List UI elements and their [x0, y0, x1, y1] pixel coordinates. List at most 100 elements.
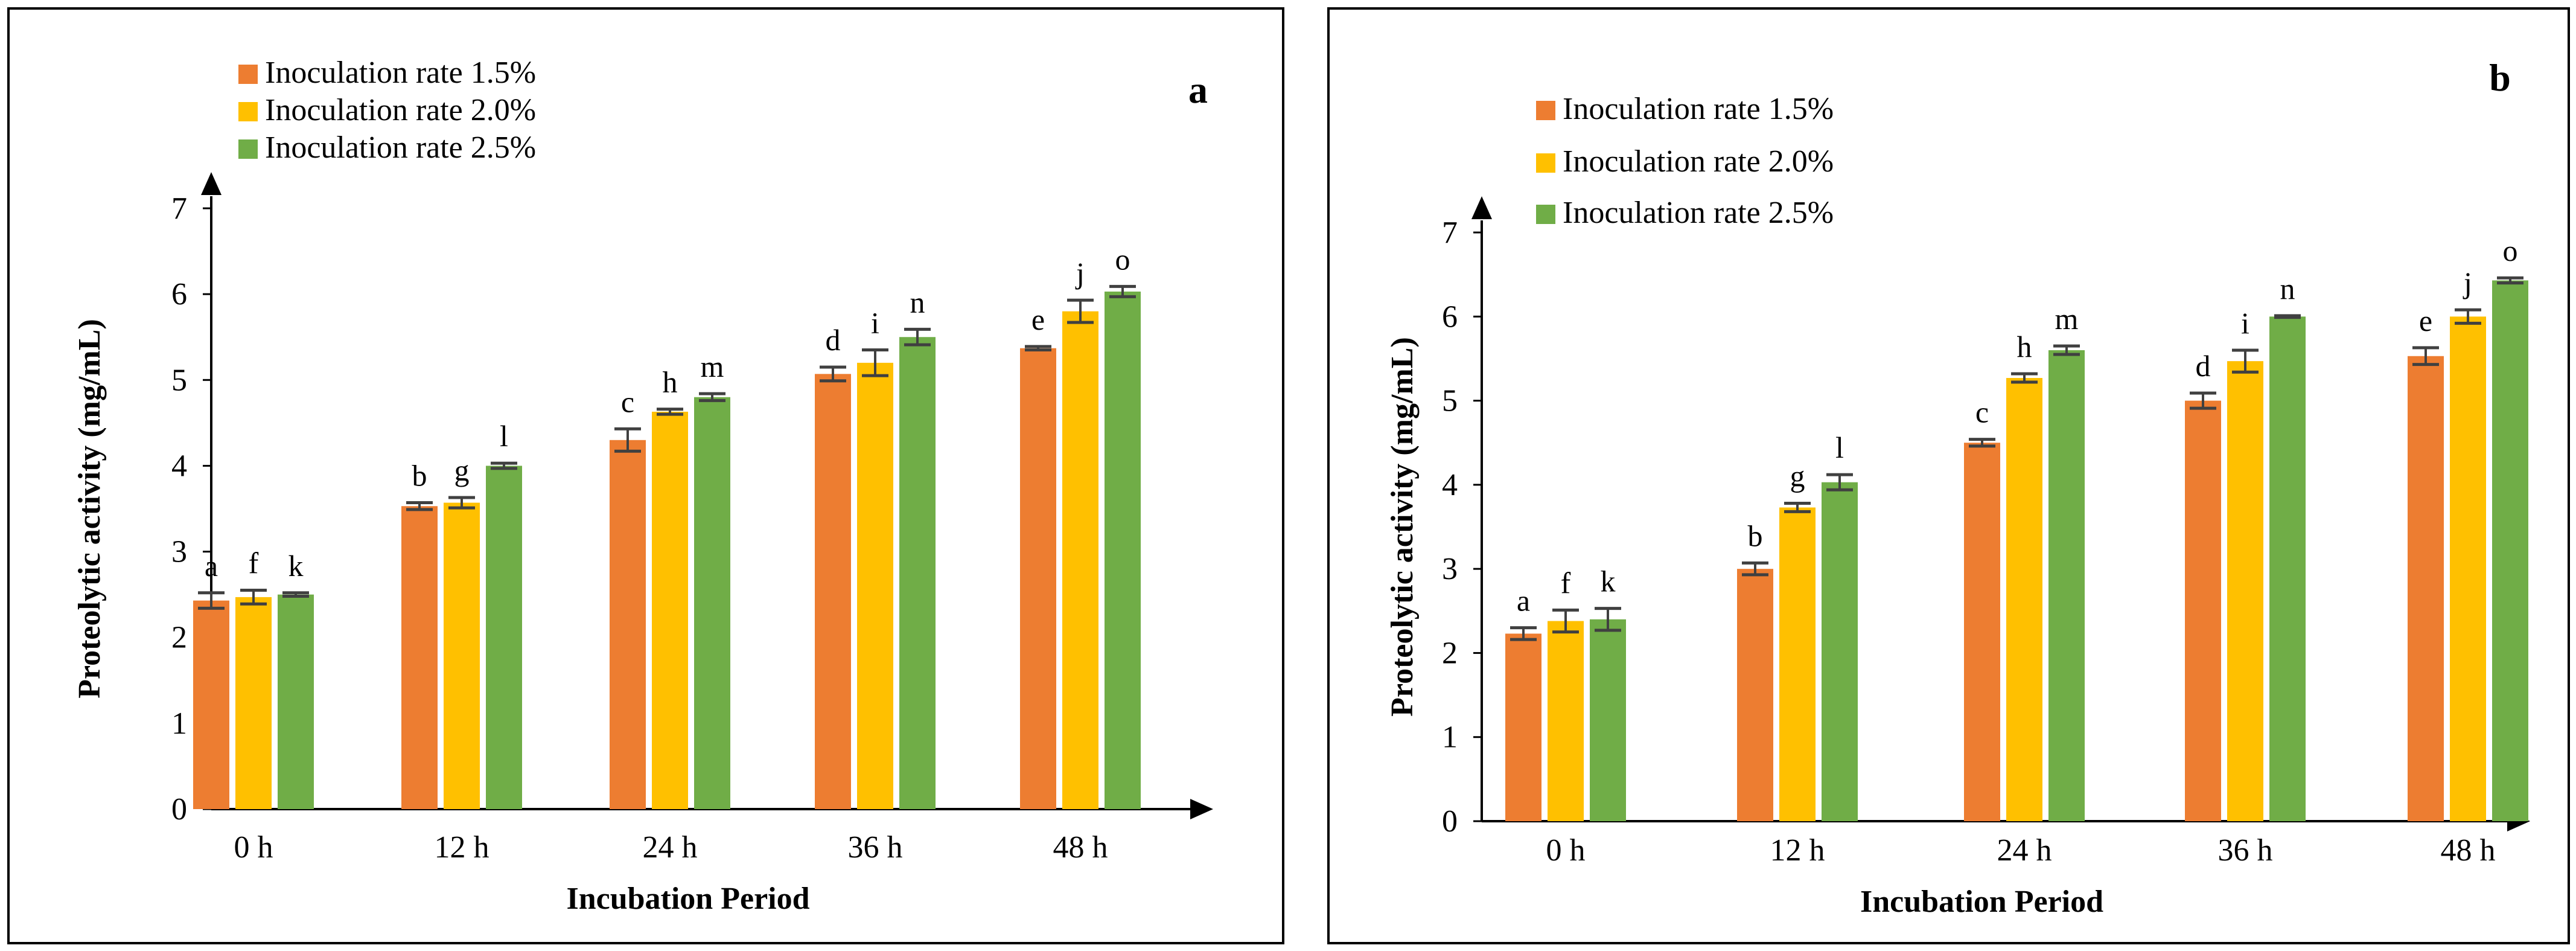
bar — [193, 600, 229, 809]
bar — [815, 374, 851, 809]
significance-letter: d — [826, 323, 841, 357]
legend-swatch — [1536, 153, 1555, 173]
bar — [1062, 311, 1098, 809]
y-tick-label: 7 — [1442, 216, 1458, 250]
bar — [2450, 316, 2486, 821]
significance-letter: h — [663, 365, 678, 399]
x-axis-title: Incubation Period — [566, 882, 809, 916]
x-tick-label: 36 h — [848, 830, 903, 865]
bar — [2408, 356, 2444, 821]
bar — [1964, 443, 2000, 821]
bar — [1548, 621, 1584, 821]
bar — [1590, 619, 1626, 821]
legend-entry: Inoculation rate 2.0% — [1563, 144, 1834, 179]
legend-entry: Inoculation rate 1.5% — [265, 56, 536, 90]
legend-entry: Inoculation rate 2.5% — [1563, 196, 1834, 230]
x-tick-label: 12 h — [435, 830, 489, 865]
significance-letter: g — [454, 453, 470, 487]
legend-swatch — [1536, 205, 1555, 224]
significance-letter: l — [500, 419, 508, 453]
significance-letter: e — [1031, 303, 1045, 336]
bar — [1505, 633, 1541, 821]
significance-letter: n — [910, 285, 925, 319]
x-axis-arrow-icon — [1190, 799, 1213, 819]
bar — [401, 506, 438, 809]
bar — [652, 411, 688, 809]
panel-label: b — [2489, 56, 2511, 99]
significance-letter: o — [1115, 242, 1130, 276]
significance-letter: h — [2017, 330, 2032, 363]
panel-label: a — [1188, 68, 1208, 111]
y-tick-label: 4 — [1442, 468, 1458, 502]
x-tick-label: 24 h — [643, 830, 698, 865]
y-tick-label: 2 — [171, 621, 187, 655]
x-axis-title: Incubation Period — [1860, 885, 2103, 919]
bar — [2269, 316, 2306, 821]
y-tick-label: 3 — [171, 535, 187, 569]
bar — [278, 594, 314, 809]
y-tick-label: 2 — [1442, 636, 1458, 670]
significance-letter: a — [1517, 584, 1530, 618]
x-tick-label: 12 h — [1770, 833, 1825, 868]
x-tick-label: 24 h — [1997, 833, 2052, 868]
y-tick-label: 6 — [1442, 299, 1458, 334]
x-tick-label: 0 h — [234, 830, 273, 865]
panel-border — [7, 7, 1284, 944]
bar — [235, 597, 272, 809]
y-tick-label: 4 — [171, 449, 187, 483]
bar — [1737, 569, 1773, 821]
significance-letter: b — [1748, 519, 1763, 552]
bar — [2227, 361, 2263, 821]
significance-letter: i — [871, 306, 879, 340]
y-axis-title: Proteolytic activity (mg/mL) — [1385, 337, 1420, 717]
bar — [486, 466, 522, 809]
bar — [1779, 507, 1816, 821]
x-tick-label: 48 h — [2441, 833, 2496, 868]
legend-swatch — [1536, 101, 1555, 120]
bar — [1020, 348, 1056, 809]
y-tick-label: 7 — [171, 191, 187, 226]
y-tick-label: 5 — [171, 363, 187, 397]
bar — [2185, 400, 2221, 821]
significance-letter: g — [1790, 459, 1805, 493]
significance-letter: f — [1561, 566, 1571, 600]
legend-entry: Inoculation rate 1.5% — [1563, 92, 1834, 126]
significance-letter: e — [2419, 304, 2432, 338]
y-tick-label: 3 — [1442, 552, 1458, 586]
bar — [2492, 280, 2528, 822]
significance-letter: b — [412, 459, 427, 493]
y-tick-label: 1 — [171, 706, 187, 741]
y-axis-title: Proteolytic activity (mg/mL) — [72, 319, 107, 699]
significance-letter: a — [205, 549, 218, 583]
bar — [2048, 350, 2085, 821]
bar — [444, 502, 480, 809]
significance-letter: i — [2241, 306, 2249, 340]
significance-letter: k — [289, 549, 304, 583]
bar — [1822, 482, 1858, 821]
legend-swatch — [238, 65, 258, 84]
significance-letter: j — [1075, 256, 1085, 290]
bar — [2006, 377, 2042, 821]
x-tick-label: 48 h — [1053, 830, 1108, 865]
significance-letter: m — [701, 350, 724, 383]
significance-letter: l — [1835, 431, 1844, 464]
y-tick-label: 5 — [1442, 384, 1458, 418]
x-tick-label: 0 h — [1546, 833, 1586, 868]
y-tick-label: 1 — [1442, 720, 1458, 755]
legend-entry: Inoculation rate 2.5% — [265, 130, 536, 165]
x-tick-label: 36 h — [2218, 833, 2273, 868]
bar — [1105, 291, 1141, 810]
y-tick-label: 0 — [171, 792, 187, 827]
significance-letter: m — [2055, 302, 2079, 336]
significance-letter: f — [249, 546, 259, 580]
significance-letter: n — [2280, 272, 2295, 306]
panel-border — [1327, 7, 2570, 944]
bar — [899, 337, 936, 809]
bar — [857, 362, 893, 809]
significance-letter: o — [2503, 234, 2518, 267]
significance-letter: c — [1975, 395, 1989, 429]
significance-letter: j — [2463, 266, 2472, 299]
